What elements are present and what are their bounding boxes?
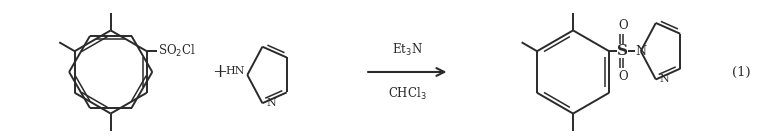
Text: CHCl$_3$: CHCl$_3$ — [388, 86, 427, 102]
Text: O: O — [618, 19, 628, 32]
Text: N: N — [267, 98, 276, 108]
Text: Et$_3$N: Et$_3$N — [392, 42, 423, 58]
Text: N: N — [660, 74, 670, 84]
Text: (1): (1) — [732, 66, 751, 79]
Text: O: O — [618, 70, 628, 83]
Text: +: + — [212, 63, 227, 81]
Text: N: N — [636, 45, 646, 58]
Text: SO$_2$Cl: SO$_2$Cl — [158, 43, 195, 59]
Text: HN: HN — [226, 66, 245, 76]
Text: S: S — [617, 44, 629, 58]
